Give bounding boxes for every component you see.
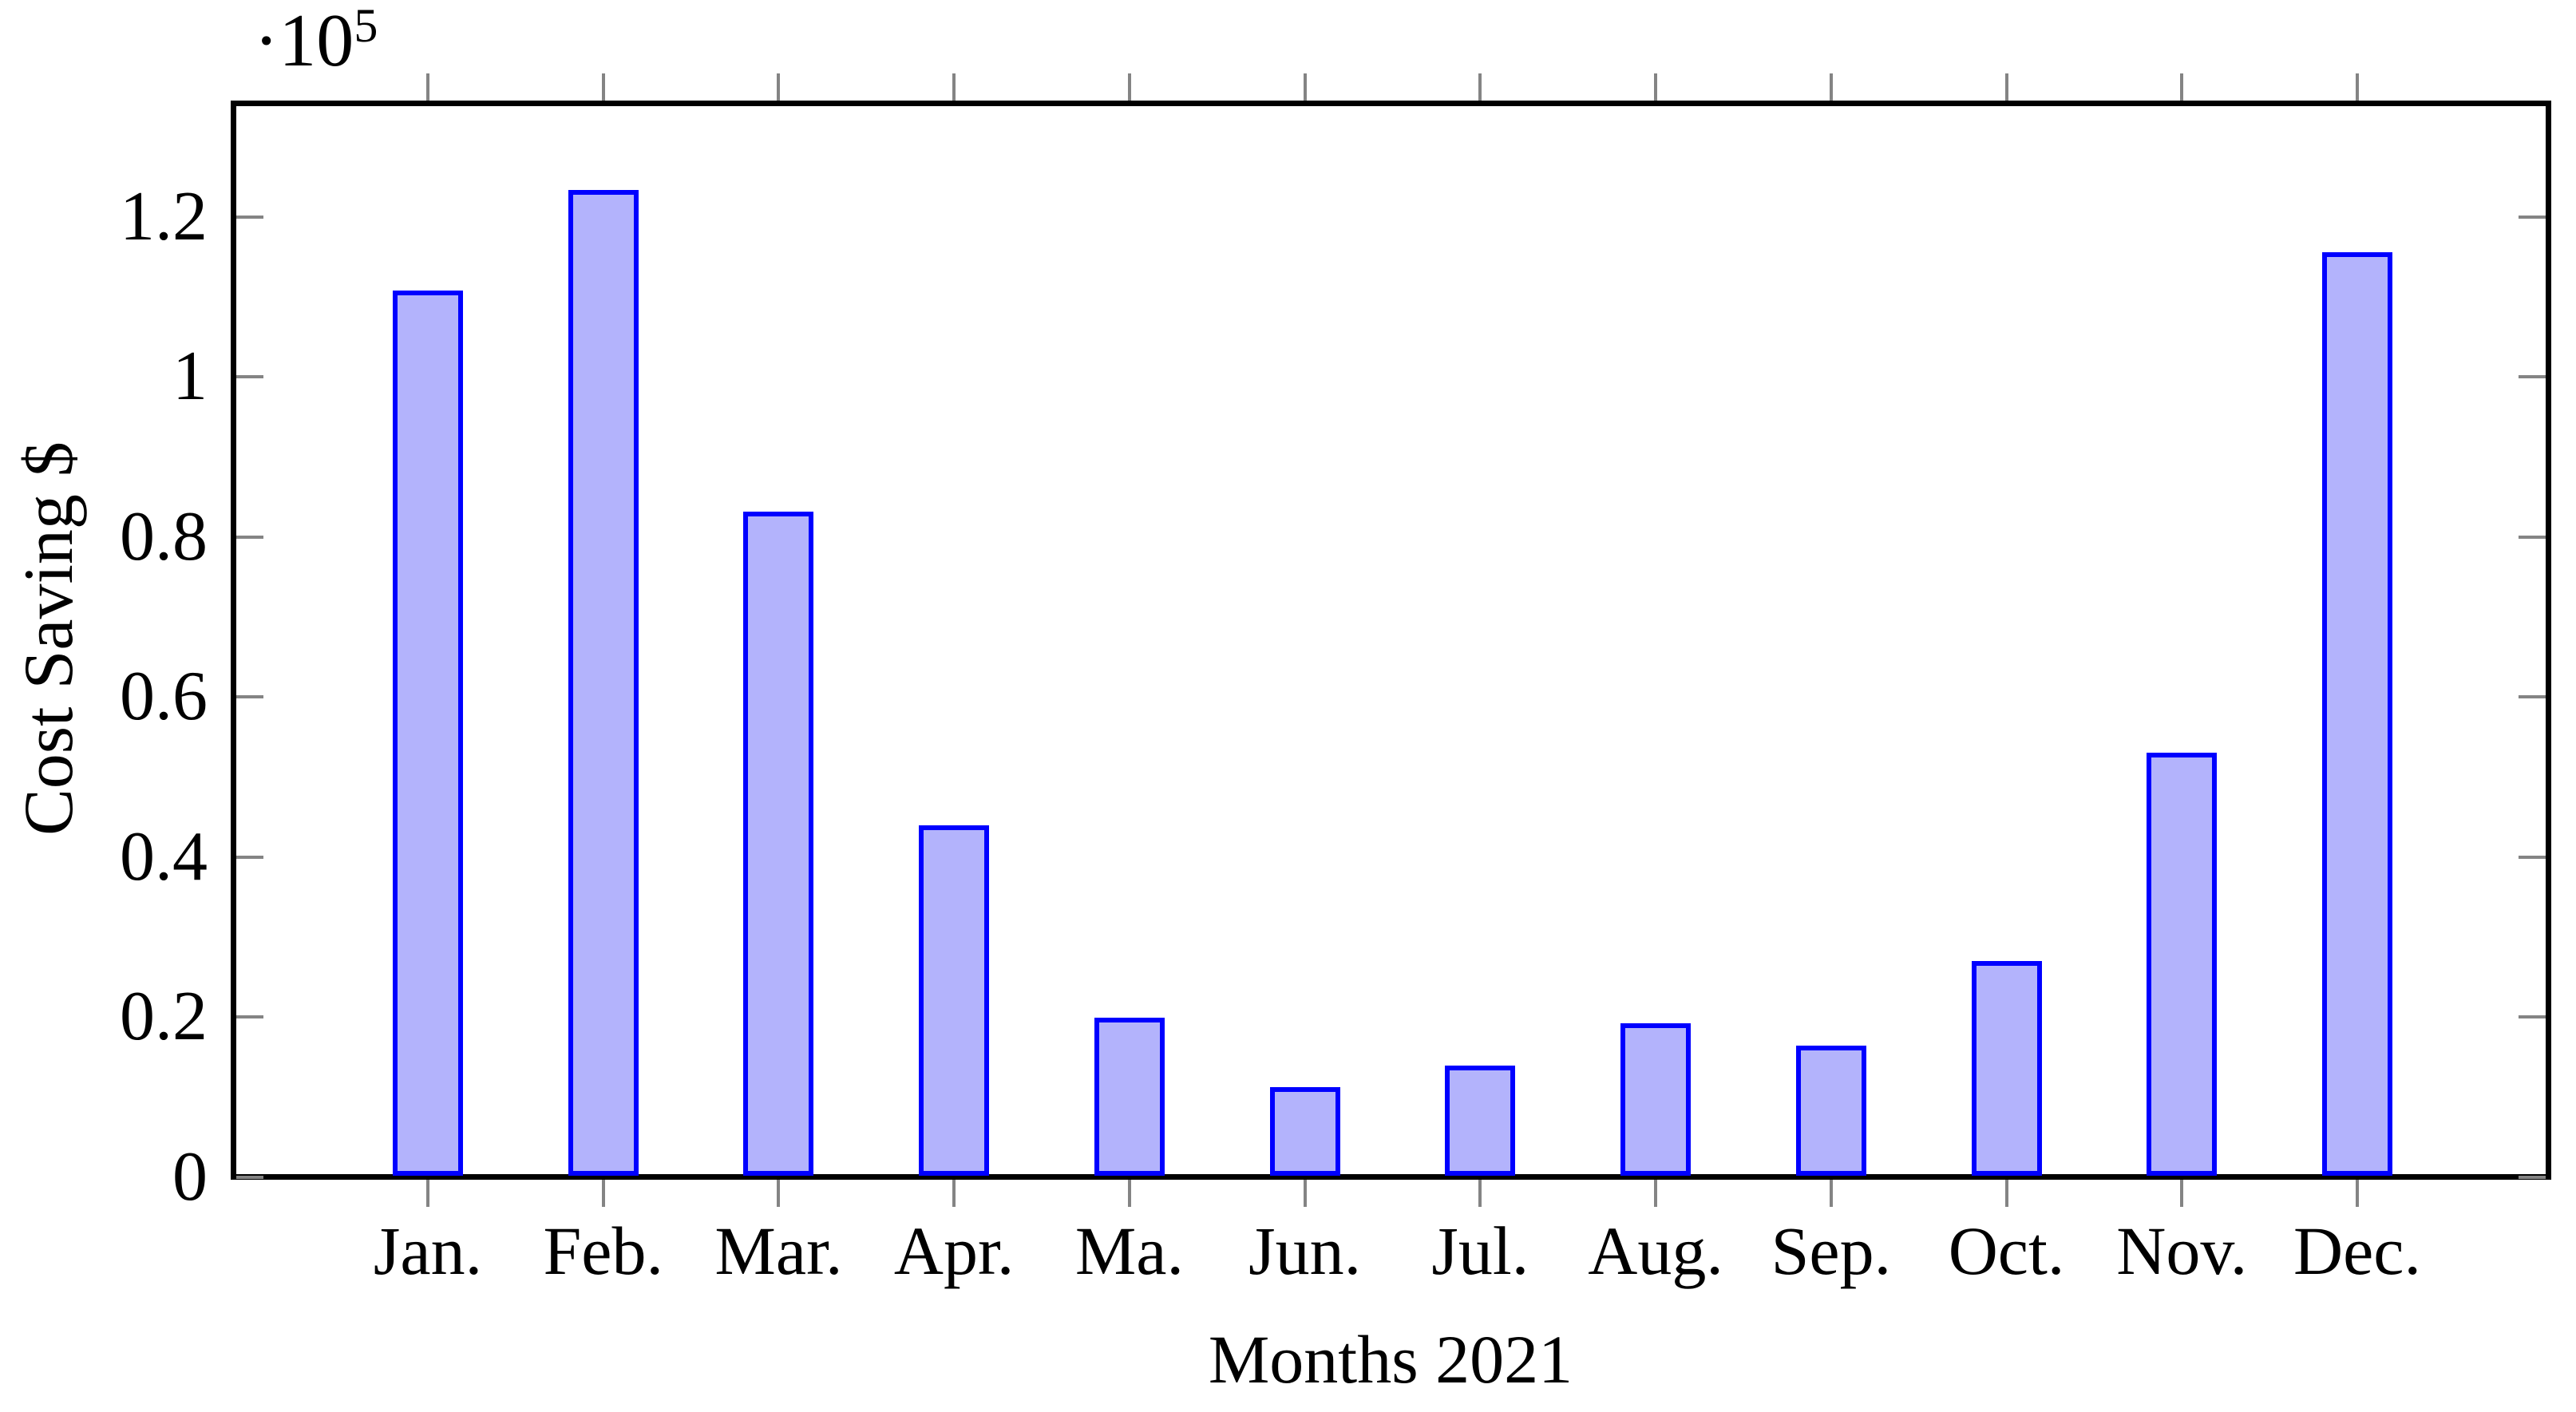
bar-jun	[1269, 1087, 1340, 1176]
y-tick-label: 0.6	[120, 658, 208, 736]
y-tick-label: 0.8	[120, 497, 208, 575]
x-tick-top	[1654, 73, 1658, 101]
bar-sep	[1795, 1046, 1866, 1176]
bar-jul	[1445, 1066, 1516, 1176]
bar-nov	[2147, 753, 2218, 1176]
y-tick-label: 0	[172, 1137, 208, 1216]
y-tick-right	[2519, 695, 2546, 699]
y-axis-multiplier: ·105	[254, 2, 378, 78]
y-tick-left	[236, 1175, 263, 1179]
bar-oct	[1971, 961, 2042, 1176]
x-tick-label-oct: Oct.	[1948, 1212, 2065, 1289]
y-tick-label: 1	[172, 338, 208, 416]
bar-feb	[568, 190, 639, 1176]
y-tick-right	[2519, 535, 2546, 539]
y-tick-right	[2519, 855, 2546, 859]
x-tick-label-jun: Jun.	[1248, 1212, 1362, 1289]
y-tick-label: 1.2	[120, 177, 208, 255]
bar-aug	[1620, 1023, 1692, 1176]
y-tick-right	[2519, 1015, 2546, 1019]
y-tick-label: 0.4	[120, 817, 208, 896]
x-tick-top	[1127, 73, 1131, 101]
x-tick-bottom	[426, 1180, 429, 1207]
x-tick-top	[601, 73, 605, 101]
x-tick-bottom	[1654, 1180, 1658, 1207]
x-tick-bottom	[1829, 1180, 1833, 1207]
x-tick-top	[952, 73, 956, 101]
bar-apr	[919, 825, 990, 1176]
x-axis-label: Months 2021	[1208, 1321, 1573, 1398]
x-tick-label-ma: Ma.	[1074, 1212, 1184, 1289]
bar-dec	[2322, 252, 2392, 1176]
bar-ma	[1094, 1018, 1165, 1176]
y-tick-left	[236, 695, 263, 699]
x-tick-label-jul: Jul.	[1431, 1212, 1529, 1289]
x-tick-top	[2004, 73, 2008, 101]
y-axis-label: Cost Saving $	[10, 441, 88, 836]
x-tick-bottom	[2180, 1180, 2184, 1207]
y-tick-right	[2519, 375, 2546, 379]
y-axis-multiplier-exponent: 5	[354, 0, 378, 52]
x-tick-bottom	[952, 1180, 956, 1207]
x-tick-top	[2356, 73, 2359, 101]
y-axis-multiplier-base: ·10	[254, 0, 354, 82]
x-tick-label-sep: Sep.	[1771, 1212, 1892, 1289]
x-tick-top	[1829, 73, 1833, 101]
x-tick-top	[777, 73, 781, 101]
bar-mar	[743, 512, 814, 1176]
x-tick-top	[426, 73, 429, 101]
y-tick-left	[236, 535, 263, 539]
x-tick-label-apr: Apr.	[893, 1212, 1015, 1289]
x-tick-label-jan: Jan.	[373, 1212, 483, 1289]
x-tick-label-aug: Aug.	[1588, 1212, 1723, 1289]
x-tick-bottom	[1127, 1180, 1131, 1207]
x-tick-bottom	[777, 1180, 781, 1207]
x-tick-bottom	[2356, 1180, 2359, 1207]
y-tick-label: 0.2	[120, 978, 208, 1056]
x-tick-bottom	[2004, 1180, 2008, 1207]
y-tick-left	[236, 855, 263, 859]
x-tick-bottom	[1478, 1180, 1482, 1207]
bar-jan	[393, 291, 463, 1176]
x-tick-label-mar: Mar.	[714, 1212, 843, 1289]
x-tick-top	[1478, 73, 1482, 101]
plot-area	[231, 101, 2551, 1180]
x-tick-label-dec: Dec.	[2293, 1212, 2421, 1289]
x-tick-label-feb: Feb.	[543, 1212, 663, 1289]
y-tick-left	[236, 215, 263, 219]
x-tick-bottom	[1303, 1180, 1307, 1207]
x-tick-top	[1303, 73, 1307, 101]
x-tick-bottom	[601, 1180, 605, 1207]
x-tick-label-nov: Nov.	[2116, 1212, 2248, 1289]
y-tick-left	[236, 375, 263, 379]
y-tick-right	[2519, 1175, 2546, 1179]
x-tick-top	[2180, 73, 2184, 101]
y-tick-left	[236, 1015, 263, 1019]
y-tick-right	[2519, 215, 2546, 219]
